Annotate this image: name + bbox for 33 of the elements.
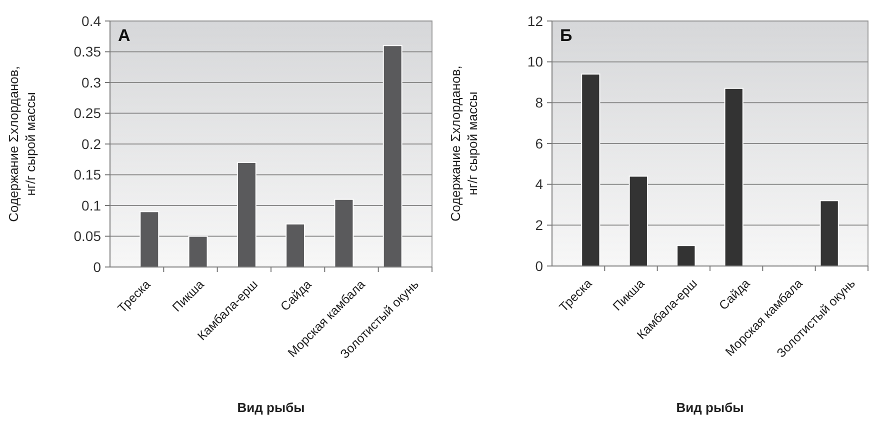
y-tick-label: 0.25	[74, 105, 102, 122]
y-tick-label: 0.05	[74, 228, 102, 244]
bar	[382, 45, 402, 268]
y-tick-label: 0	[93, 258, 102, 275]
y-tick-label: 8	[535, 94, 544, 111]
y-tick-label: 0.3	[82, 74, 102, 90]
y-tick-label: 0.1	[82, 197, 102, 214]
bar	[628, 176, 648, 266]
y-tick-label: 4	[535, 176, 544, 192]
y-tick-label: 12	[527, 12, 544, 29]
chart-title: А	[118, 26, 130, 45]
y-tick-label: 6	[535, 135, 544, 152]
y-tick-label: 0.35	[74, 44, 102, 60]
chart-title: Б	[560, 26, 572, 45]
x-axis-title: Вид рыбы	[237, 400, 305, 415]
bar	[581, 74, 600, 266]
y-tick-label: 0.4	[82, 12, 102, 29]
y-tick-label: 10	[527, 54, 544, 70]
bar	[188, 236, 208, 268]
y-tick-label: 0.2	[82, 136, 102, 152]
bar	[676, 245, 696, 266]
bar	[140, 211, 160, 268]
x-axis-title: Вид рыбы	[676, 400, 744, 415]
y-axis-title: Содержание Σхлорданов, нг/г сырой массы	[448, 66, 480, 222]
bar	[334, 198, 354, 268]
bar	[820, 200, 839, 266]
y-tick-label: 2	[535, 217, 544, 234]
bar	[724, 88, 744, 266]
y-tick-label: 0.15	[74, 166, 102, 183]
y-tick-label: 0	[535, 258, 544, 274]
bar	[286, 223, 306, 268]
y-axis-title: Содержание Σхлорданов, нг/г сырой массы	[6, 66, 38, 222]
bar	[236, 162, 256, 268]
